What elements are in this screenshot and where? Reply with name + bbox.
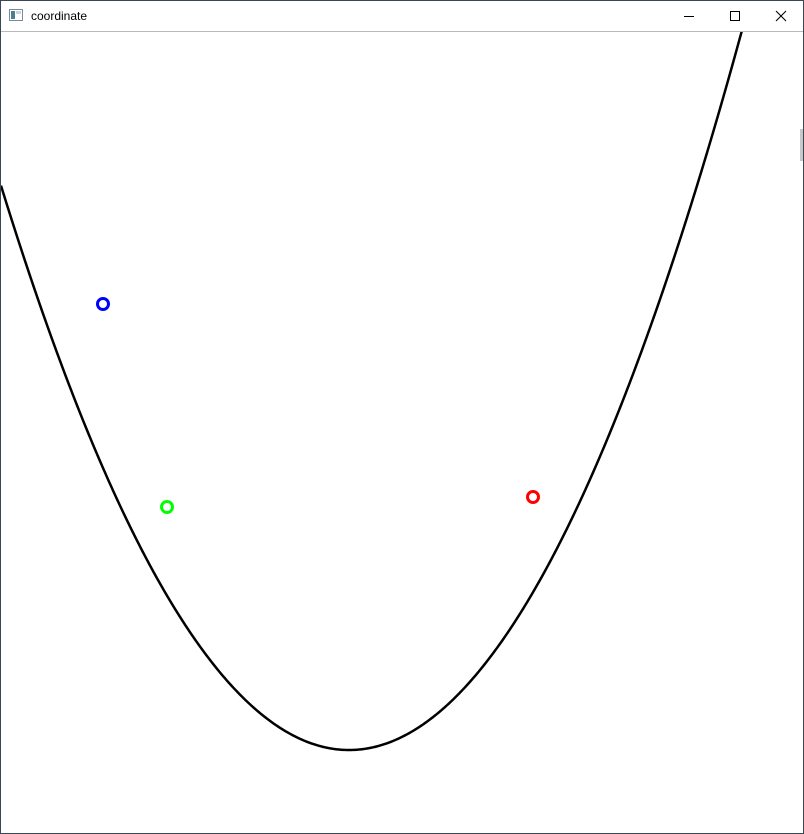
minimize-icon [684, 16, 694, 17]
maximize-icon [730, 11, 740, 21]
title-bar[interactable]: coordinate [1, 1, 803, 32]
green-point[interactable] [160, 500, 174, 514]
maximize-button[interactable] [712, 1, 758, 31]
parabola-curve [1, 26, 745, 752]
blue-point[interactable] [96, 297, 110, 311]
window-title: coordinate [31, 9, 88, 23]
close-button[interactable] [758, 1, 803, 31]
minimize-button[interactable] [666, 1, 712, 31]
red-point[interactable] [526, 490, 540, 504]
plot-surface[interactable] [1, 26, 803, 833]
right-edge-handle [800, 129, 803, 161]
close-icon [775, 10, 787, 22]
app-window-icon [9, 9, 23, 21]
drawing-canvas[interactable] [1, 26, 803, 833]
